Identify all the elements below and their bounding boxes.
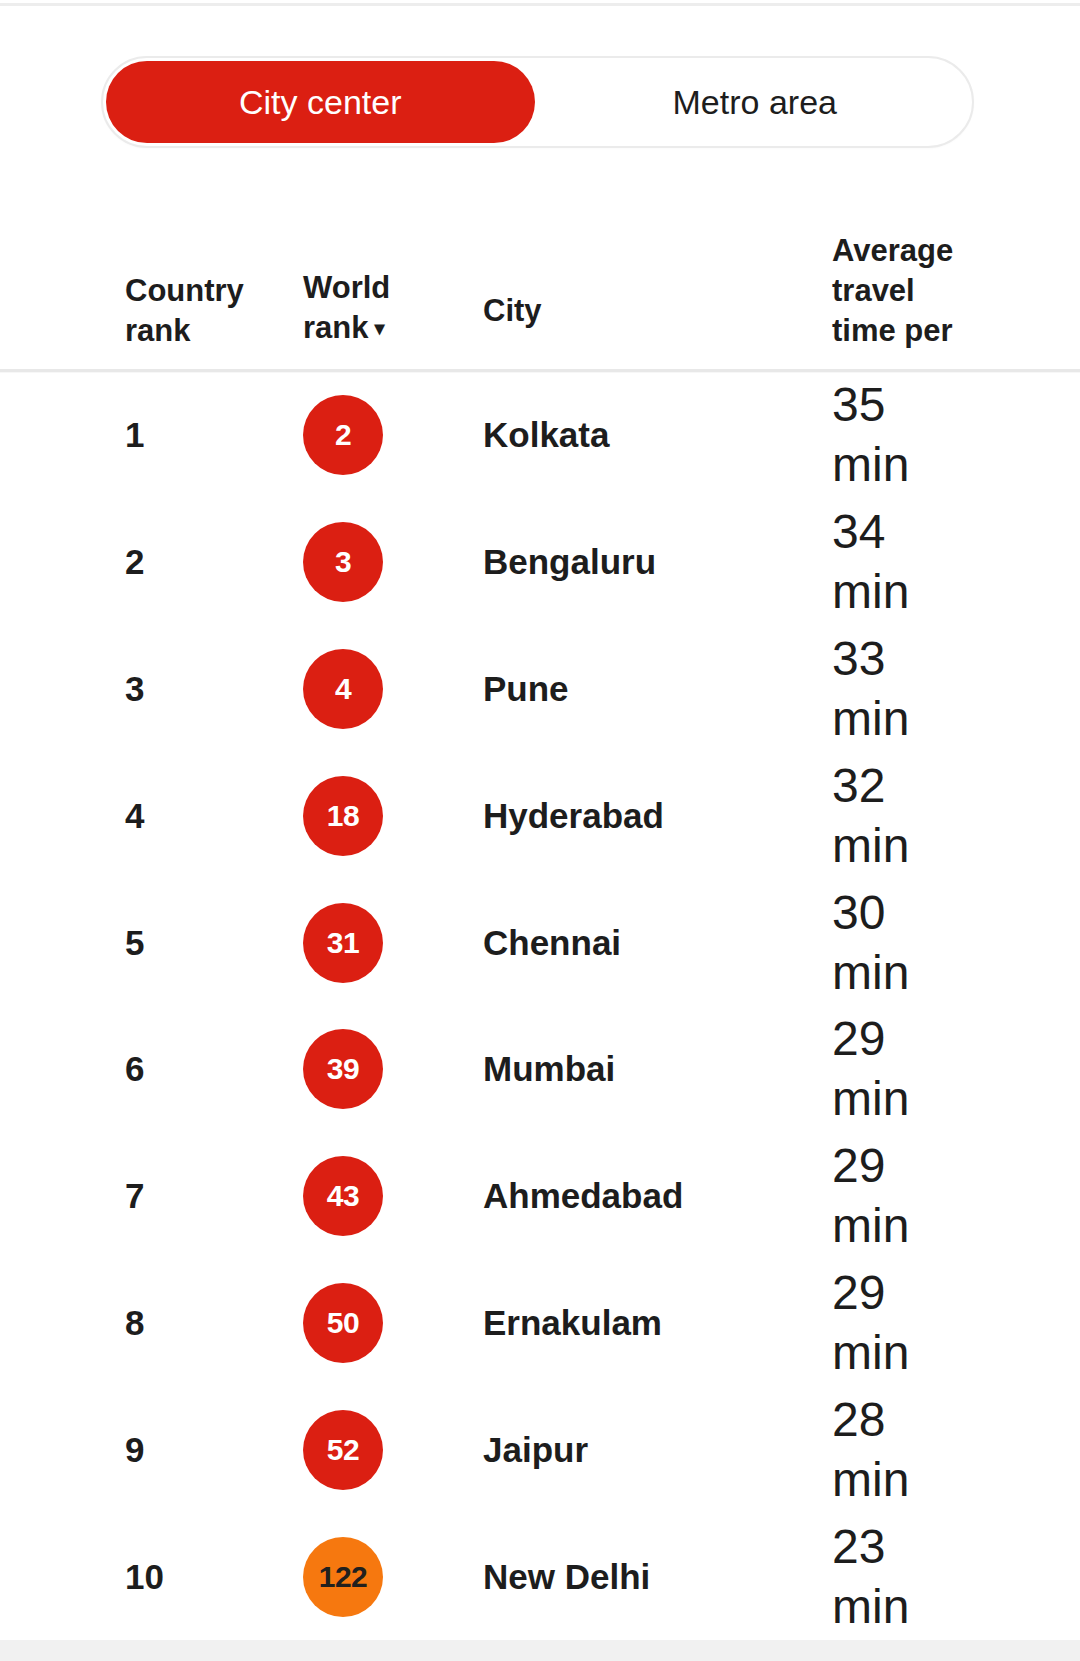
country-rank: 6 <box>125 1049 303 1089</box>
country-rank: 5 <box>125 923 303 963</box>
table-header-row: Country rank World rank▾ City Average tr… <box>0 210 1080 360</box>
view-toggle: City center Metro area <box>101 56 974 148</box>
world-rank-badge: 31 <box>303 903 383 983</box>
country-rank: 7 <box>125 1176 303 1216</box>
city-name: Mumbai <box>483 1049 832 1089</box>
world-rank-badge: 52 <box>303 1410 383 1490</box>
country-rank: 1 <box>125 415 303 455</box>
table-row[interactable]: 6 39 Mumbai 29min <box>0 1006 1080 1133</box>
city-name: Jaipur <box>483 1430 832 1470</box>
table-row[interactable]: 8 50 Ernakulam 29min <box>0 1260 1080 1387</box>
city-name: New Delhi <box>483 1557 832 1597</box>
city-name: Ahmedabad <box>483 1176 832 1216</box>
travel-time: 33min <box>832 629 1080 749</box>
city-name: Hyderabad <box>483 796 832 836</box>
country-rank: 3 <box>125 669 303 709</box>
table-row[interactable]: 3 4 Pune 33min <box>0 626 1080 753</box>
country-rank: 8 <box>125 1303 303 1343</box>
travel-time: 29min <box>832 1263 1080 1383</box>
column-header-city: City <box>483 291 832 331</box>
travel-time: 23min <box>832 1517 1080 1637</box>
travel-time: 29min <box>832 1136 1080 1256</box>
sort-descending-icon: ▾ <box>374 308 384 348</box>
ranking-table-body: 1 2 Kolkata 35min 2 3 Bengaluru 34min 3 … <box>0 372 1080 1640</box>
country-rank: 9 <box>125 1430 303 1470</box>
city-name: Kolkata <box>483 415 832 455</box>
country-rank: 10 <box>125 1557 303 1597</box>
travel-time: 35min <box>832 375 1080 495</box>
travel-time: 32min <box>832 756 1080 876</box>
tab-city-center[interactable]: City center <box>106 61 535 143</box>
world-rank-badge: 39 <box>303 1029 383 1109</box>
country-rank: 2 <box>125 542 303 582</box>
table-row[interactable]: 10 122 New Delhi 23min <box>0 1513 1080 1640</box>
world-rank-badge: 122 <box>303 1537 383 1617</box>
travel-time: 29min <box>832 1009 1080 1129</box>
tab-metro-area[interactable]: Metro area <box>541 61 970 143</box>
top-divider <box>0 3 1080 6</box>
table-row[interactable]: 9 52 Jaipur 28min <box>0 1386 1080 1513</box>
table-row[interactable]: 1 2 Kolkata 35min <box>0 372 1080 499</box>
city-name: Bengaluru <box>483 542 832 582</box>
world-rank-badge: 50 <box>303 1283 383 1363</box>
table-row[interactable]: 2 3 Bengaluru 34min <box>0 499 1080 626</box>
world-rank-badge: 43 <box>303 1156 383 1236</box>
city-name: Ernakulam <box>483 1303 832 1343</box>
next-section-edge <box>0 1640 1080 1661</box>
column-header-country-rank: Country rank <box>125 271 303 351</box>
table-row[interactable]: 5 31 Chennai 30min <box>0 879 1080 1006</box>
world-rank-badge: 3 <box>303 522 383 602</box>
world-rank-badge: 4 <box>303 649 383 729</box>
travel-time: 34min <box>832 502 1080 622</box>
travel-time: 28min <box>832 1390 1080 1510</box>
column-header-world-rank[interactable]: World rank▾ <box>303 268 483 351</box>
table-row[interactable]: 4 18 Hyderabad 32min <box>0 752 1080 879</box>
world-rank-badge: 2 <box>303 395 383 475</box>
column-header-travel-time: Average travel time per <box>832 231 1080 351</box>
travel-time: 30min <box>832 883 1080 1003</box>
city-name: Chennai <box>483 923 832 963</box>
world-rank-badge: 18 <box>303 776 383 856</box>
table-row[interactable]: 7 43 Ahmedabad 29min <box>0 1133 1080 1260</box>
country-rank: 4 <box>125 796 303 836</box>
city-name: Pune <box>483 669 832 709</box>
